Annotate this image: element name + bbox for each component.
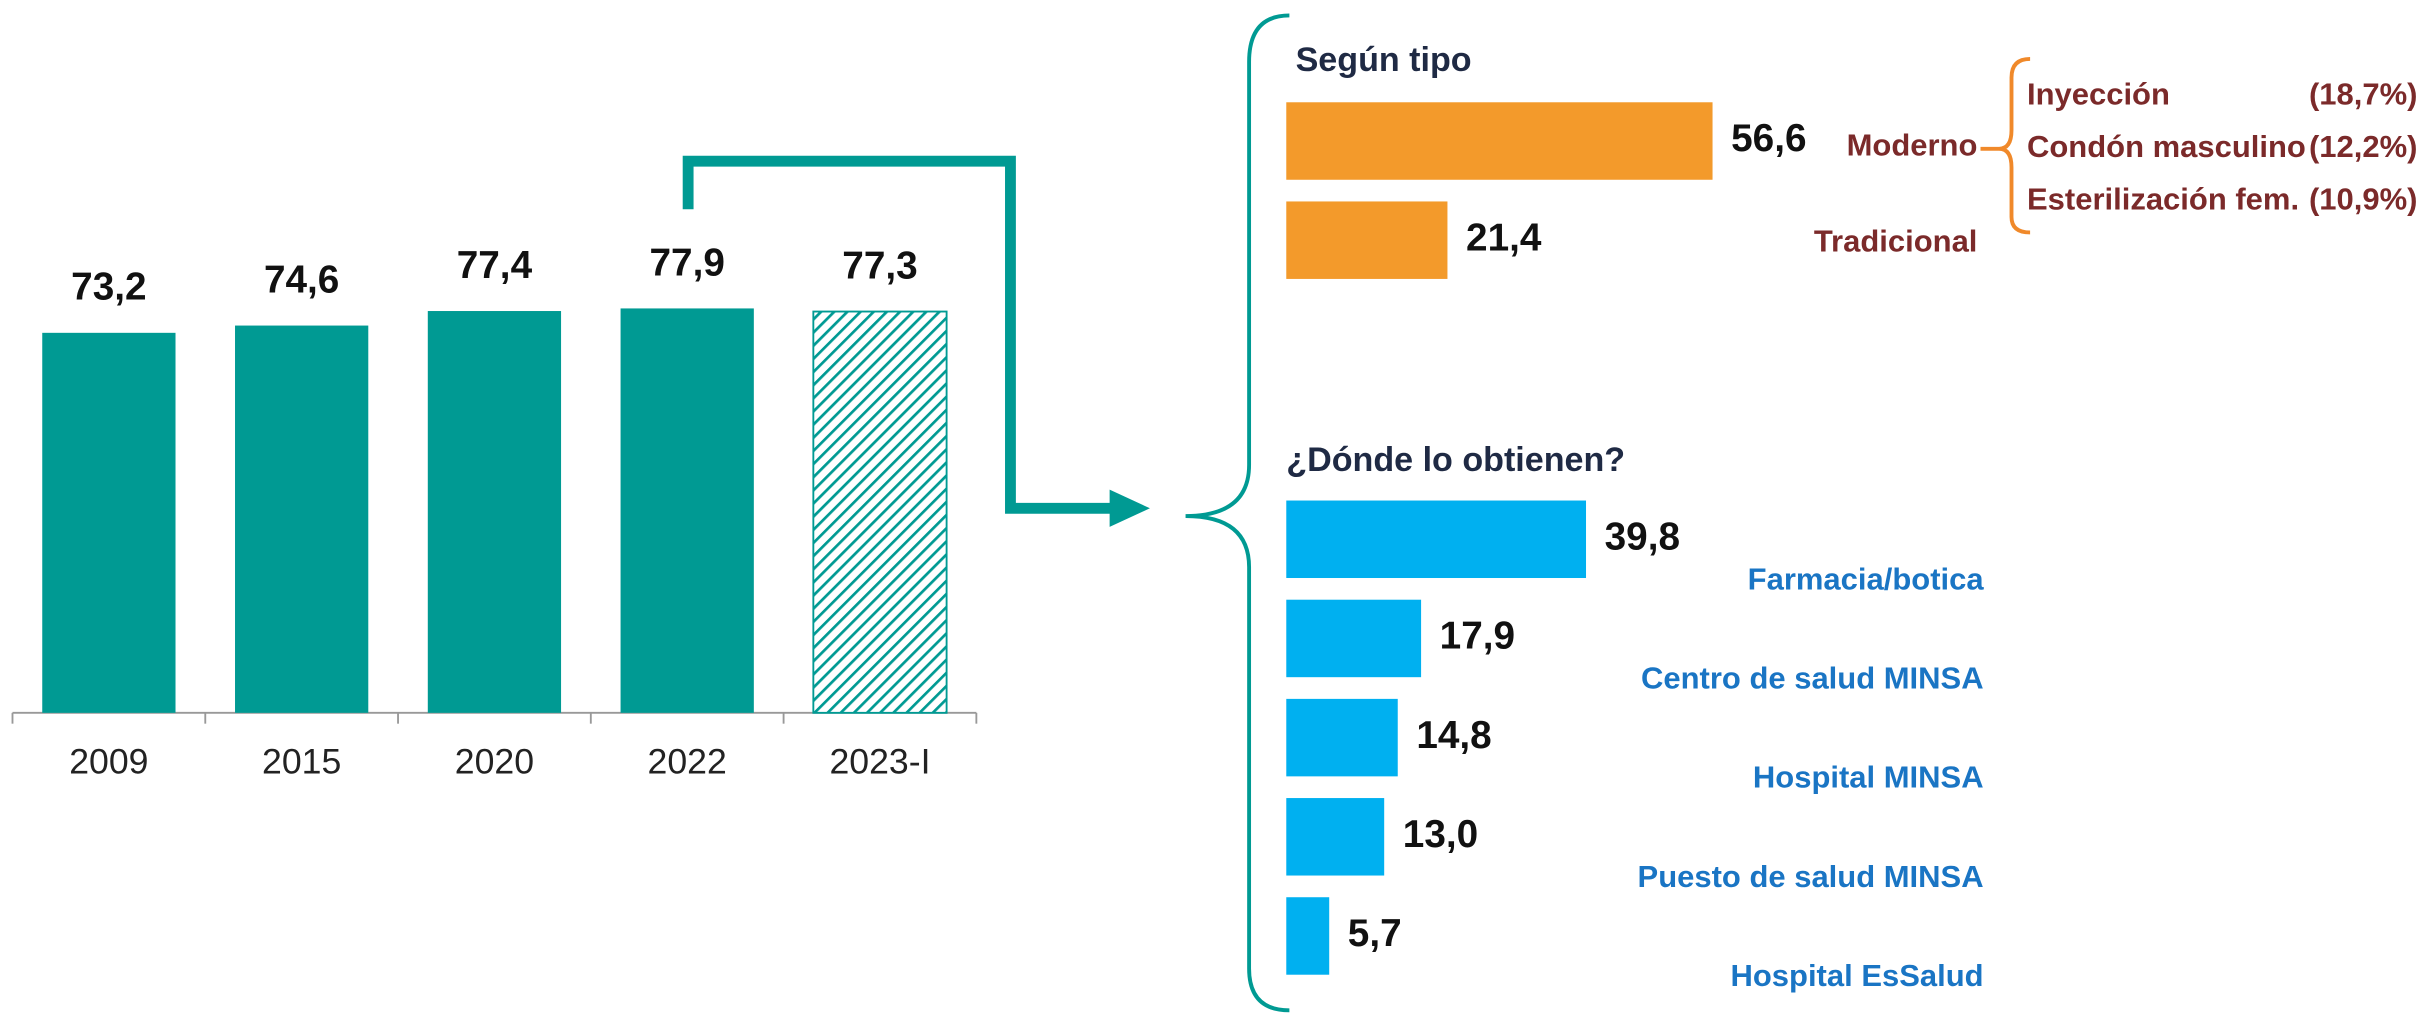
bar — [1286, 500, 1587, 579]
x-tick-label: 2020 — [455, 741, 534, 781]
value-label: 77,9 — [650, 241, 725, 284]
brace — [1185, 13, 1290, 1013]
bar — [1286, 102, 1713, 180]
value-label: 17,9 — [1440, 615, 1515, 658]
bar — [1286, 897, 1330, 975]
category-label: Hospital MINSA — [1753, 760, 1984, 795]
bar — [235, 325, 369, 713]
value-label: 13,0 — [1403, 813, 1478, 856]
bar — [1286, 798, 1385, 876]
value-label: 74,6 — [264, 258, 339, 301]
category-label: Puesto de salud MINSA — [1638, 859, 1984, 894]
value-label: 77,3 — [842, 244, 917, 287]
breakdown-label: Condón masculino — [2027, 129, 2306, 164]
breakdown-share: (12,2%) — [2309, 129, 2418, 164]
breakdown-label: Esterilización fem. — [2027, 182, 2299, 217]
chart-title: ¿Dónde lo obtienen? — [1286, 441, 1625, 479]
bar — [42, 332, 176, 713]
breakdown-label: Inyección — [2027, 76, 2170, 111]
value-label: 39,8 — [1605, 516, 1680, 559]
connector-arrow — [682, 155, 1113, 514]
breakdown-bracket — [1980, 56, 2031, 235]
bar — [1286, 599, 1422, 678]
breakdown-share: (10,9%) — [2309, 182, 2418, 217]
x-tick-label: 2022 — [648, 741, 727, 781]
x-tick-label: 2023-I — [829, 741, 930, 781]
bar — [620, 308, 754, 713]
category-label: Moderno — [1847, 127, 1978, 162]
value-label: 5,7 — [1348, 912, 1402, 955]
value-label: 14,8 — [1416, 714, 1491, 757]
category-label: Farmacia/botica — [1748, 561, 1985, 596]
category-label: Centro de salud MINSA — [1641, 660, 1984, 695]
bar — [427, 311, 562, 713]
bar — [812, 310, 948, 714]
value-label: 77,4 — [457, 244, 533, 287]
value-label: 56,6 — [1731, 117, 1806, 160]
value-label: 73,2 — [71, 266, 146, 309]
bar — [1286, 698, 1398, 777]
category-label: Hospital EsSalud — [1731, 958, 1984, 993]
value-label: 21,4 — [1466, 216, 1542, 259]
bar — [1286, 201, 1448, 279]
breakdown-share: (18,7%) — [2309, 76, 2418, 111]
category-label: Tradicional — [1814, 223, 1978, 258]
chart-title: Según tipo — [1296, 41, 1472, 79]
x-tick-label: 2009 — [69, 741, 148, 781]
x-tick-label: 2015 — [262, 741, 341, 781]
arrow-head — [1109, 489, 1150, 527]
